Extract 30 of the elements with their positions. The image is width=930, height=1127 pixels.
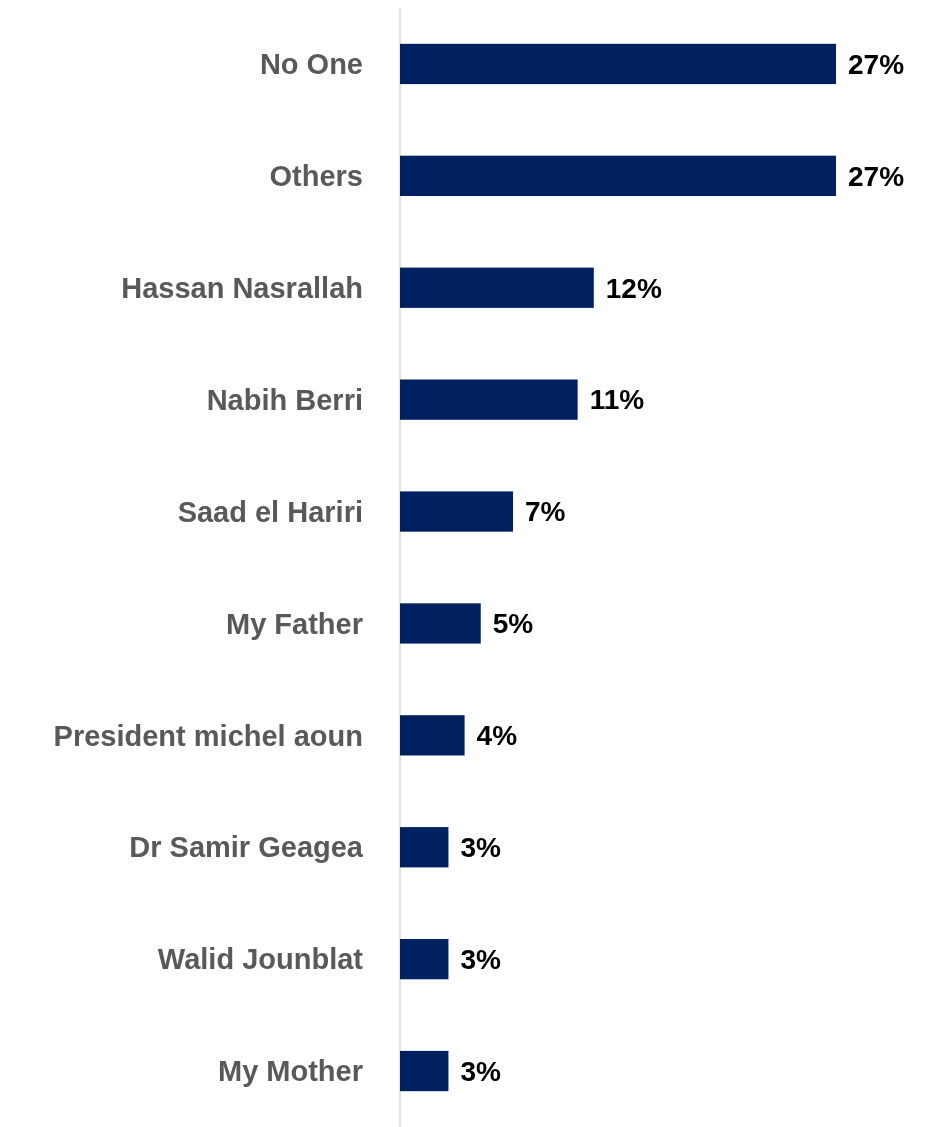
y-tick-label: My Father (226, 607, 363, 640)
data-label: 7% (525, 496, 566, 528)
y-tick-label: My Mother (218, 1055, 363, 1088)
y-tick-label: No One (259, 48, 363, 81)
data-label: 3% (460, 832, 502, 864)
bar (400, 43, 836, 85)
data-label: 27% (848, 48, 905, 80)
data-label: 27% (848, 160, 905, 192)
y-tick-label: Hassan Nasrallah (121, 271, 363, 304)
bar (400, 267, 594, 308)
y-tick-label: Others (269, 160, 363, 192)
bar (400, 491, 514, 532)
bar (400, 155, 836, 196)
data-label: 4% (476, 720, 518, 752)
bar (400, 715, 465, 756)
y-tick-label: Nabih Berri (206, 383, 363, 416)
bar (400, 827, 449, 868)
y-tick-label: Dr Samir Geagea (129, 831, 364, 864)
y-tick-label: Saad el Hariri (177, 495, 363, 528)
data-label: 3% (460, 943, 502, 975)
data-label: 11% (589, 384, 645, 416)
bar (400, 603, 481, 644)
bar (400, 939, 449, 980)
y-tick-label: President michel aoun (53, 719, 363, 752)
bar (400, 1050, 449, 1092)
data-label: 5% (492, 608, 534, 640)
y-tick-label: Walid Jounblat (157, 943, 364, 976)
data-label: 12% (605, 272, 662, 304)
bar (400, 379, 578, 420)
data-label: 3% (460, 1055, 502, 1087)
